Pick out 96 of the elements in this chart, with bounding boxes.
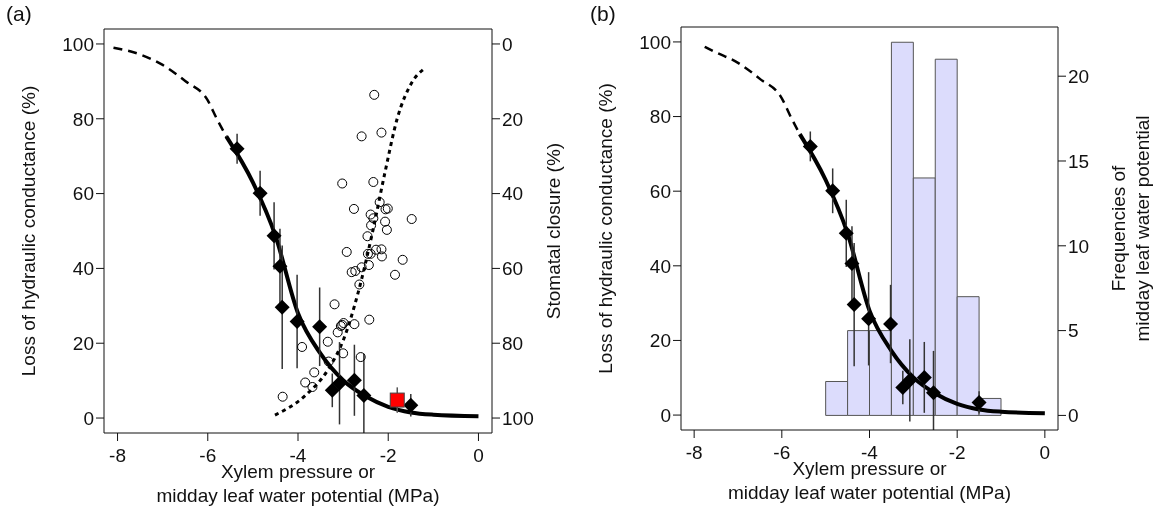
point bbox=[307, 381, 318, 392]
point bbox=[266, 228, 282, 244]
y-axis-title: Loss of hydraulic conductance (%) bbox=[594, 83, 616, 374]
point bbox=[397, 254, 408, 265]
point bbox=[971, 394, 987, 410]
x-tick-label: -8 bbox=[109, 445, 126, 467]
x-tick-label: 0 bbox=[473, 445, 484, 467]
y-tick-label: 20 bbox=[72, 332, 94, 354]
point bbox=[389, 392, 405, 408]
point bbox=[902, 372, 918, 388]
point bbox=[356, 131, 367, 142]
point bbox=[364, 314, 375, 325]
y2-tick-label: 20 bbox=[1068, 65, 1090, 87]
y-tick-label: 100 bbox=[62, 33, 94, 55]
chart-title: (b) bbox=[590, 2, 616, 26]
point bbox=[371, 244, 382, 255]
y2-tick-label: 20 bbox=[502, 108, 524, 130]
point bbox=[895, 379, 911, 395]
point bbox=[338, 348, 349, 359]
x-tick-label: 0 bbox=[1039, 442, 1051, 464]
point bbox=[366, 220, 377, 231]
point bbox=[277, 391, 288, 402]
y-tick-label: 40 bbox=[72, 258, 94, 280]
y2-tick-label: 100 bbox=[502, 407, 534, 429]
point bbox=[406, 214, 417, 225]
point bbox=[297, 341, 308, 352]
point bbox=[362, 231, 373, 242]
point bbox=[348, 203, 359, 214]
point bbox=[861, 311, 877, 327]
point bbox=[844, 256, 860, 272]
point bbox=[312, 319, 328, 335]
point bbox=[337, 178, 348, 189]
point bbox=[916, 369, 932, 385]
point bbox=[289, 314, 305, 330]
point bbox=[403, 397, 419, 413]
x-tick-label: -8 bbox=[685, 442, 703, 464]
y-tick-label: 80 bbox=[72, 108, 94, 130]
point bbox=[252, 185, 268, 201]
point bbox=[381, 224, 392, 235]
point bbox=[332, 375, 348, 391]
point bbox=[374, 197, 385, 208]
point bbox=[346, 372, 362, 388]
point bbox=[368, 213, 379, 224]
point bbox=[802, 138, 818, 154]
y2-tick-label: 0 bbox=[1068, 405, 1079, 427]
y2-tick-label: 40 bbox=[502, 183, 524, 205]
y-tick-label: 0 bbox=[660, 404, 671, 426]
y-tick-label: 20 bbox=[649, 330, 671, 352]
point bbox=[363, 260, 374, 271]
point bbox=[322, 336, 333, 347]
point bbox=[349, 319, 360, 330]
y-tick-label: 60 bbox=[72, 183, 94, 205]
point bbox=[274, 299, 290, 315]
point bbox=[926, 385, 941, 401]
point bbox=[846, 297, 862, 313]
point bbox=[376, 244, 387, 255]
y2-tick-label: 10 bbox=[1068, 235, 1090, 257]
point bbox=[323, 356, 334, 367]
y2-tick-label: 80 bbox=[502, 332, 524, 354]
y2-axis-title: Stomatal closure (%) bbox=[542, 142, 564, 320]
y2-tick-label: 15 bbox=[1068, 150, 1090, 172]
point bbox=[376, 127, 387, 138]
y-tick-label: 60 bbox=[649, 180, 671, 202]
point bbox=[356, 388, 372, 404]
y-tick-label: 0 bbox=[83, 407, 94, 429]
point bbox=[300, 377, 311, 388]
y-axis-title: Loss of hydraulic conductance (%) bbox=[17, 85, 39, 377]
point bbox=[229, 141, 245, 157]
chart-title: (a) bbox=[6, 2, 32, 26]
point bbox=[324, 382, 340, 398]
point bbox=[329, 299, 340, 310]
y2-tick-label: 0 bbox=[502, 33, 513, 55]
point bbox=[341, 246, 352, 257]
y-tick-label: 100 bbox=[639, 31, 671, 53]
point bbox=[365, 209, 376, 220]
point bbox=[825, 183, 841, 199]
point bbox=[883, 316, 899, 332]
point bbox=[390, 269, 400, 280]
y2-tick-label: 60 bbox=[502, 258, 524, 280]
point bbox=[332, 327, 343, 338]
y2-tick-label: 5 bbox=[1068, 320, 1079, 342]
point bbox=[356, 262, 367, 273]
point bbox=[350, 266, 361, 277]
point bbox=[380, 216, 391, 227]
y2-axis-title: Frequencies of midday leaf water potential bbox=[1107, 115, 1153, 342]
point bbox=[369, 89, 380, 100]
point bbox=[272, 258, 288, 274]
point bbox=[354, 279, 365, 290]
point bbox=[376, 251, 387, 262]
point bbox=[368, 177, 379, 187]
point bbox=[309, 367, 320, 378]
point bbox=[346, 267, 357, 278]
y-tick-label: 40 bbox=[649, 255, 671, 277]
y-tick-label: 80 bbox=[649, 106, 671, 128]
point bbox=[838, 225, 854, 241]
point bbox=[355, 352, 366, 363]
